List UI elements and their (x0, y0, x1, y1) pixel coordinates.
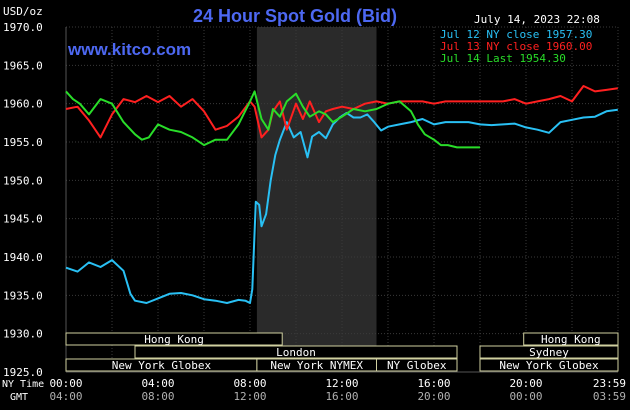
series-layer (65, 85, 618, 304)
timestamp: July 14, 2023 22:08 (474, 13, 600, 26)
nymex-shade (256, 27, 377, 372)
y-tick-label: 1970.0 (3, 21, 43, 34)
shade-layer (256, 27, 377, 372)
session-label: London (276, 346, 316, 359)
x-tick-label-ny: 20:00 (509, 377, 542, 390)
series-line-2 (65, 85, 618, 139)
session-label: NY Globex (387, 359, 447, 372)
series-line-3 (65, 90, 480, 149)
y-tick-label: 1935.0 (3, 289, 43, 302)
legend-entry-jul13: Jul 13 NY close 1960.00 (440, 40, 592, 53)
x-tick-label-gmt: 08:00 (141, 390, 174, 403)
x-tick-label-gmt: 16:00 (325, 390, 358, 403)
y-tick-label: 1950.0 (3, 174, 43, 187)
session-label: New York Globex (499, 359, 599, 372)
x-tick-label-gmt: 00:00 (509, 390, 542, 403)
y-tick-label: 1960.0 (3, 98, 43, 111)
session-label: Hong Kong (144, 333, 204, 346)
series-line-1 (65, 108, 618, 304)
chart-title: 24 Hour Spot Gold (Bid) (193, 6, 397, 26)
session-label: New York NYMEX (270, 359, 363, 372)
legend: Jul 12 NY close 1957.30 Jul 13 NY close … (440, 28, 592, 65)
y-tick-label: 1930.0 (3, 328, 43, 341)
session-label: New York Globex (112, 359, 212, 372)
legend-entry-jul14: Jul 14 Last 1954.30 (440, 52, 566, 65)
x-tick-label-gmt: 20:00 (417, 390, 450, 403)
x-tick-label-ny: 04:00 (141, 377, 174, 390)
x-tick-label-gmt: 12:00 (233, 390, 266, 403)
legend-entry-jul12: Jul 12 NY close 1957.30 (440, 28, 592, 41)
tick-layer: 1970.0 1965.0 1960.0 1955.0 1950.0 1945.0 1940… (3, 21, 626, 403)
y-tick-label: 1925.0 (3, 366, 43, 379)
x-tick-label-ny: 00:00 (49, 377, 82, 390)
x-tick-label-gmt: 03:59 (593, 390, 626, 403)
ny-time-row-label: NY Time (2, 379, 44, 390)
session-box (134, 345, 458, 359)
y-tick-label: 1965.0 (3, 59, 43, 72)
session-label: Hong Kong (541, 333, 601, 346)
y-tick-label: 1940.0 (3, 251, 43, 264)
session-box (376, 358, 458, 372)
session-box (479, 358, 619, 372)
website-watermark: www.kitco.com (67, 40, 191, 59)
y-axis-label: USD/oz (3, 5, 43, 18)
x-tick-label-ny: 12:00 (325, 377, 358, 390)
session-box (65, 332, 283, 346)
grid-layer (65, 26, 619, 373)
x-tick-label-ny: 23:59 (593, 377, 626, 390)
gmt-row-label: GMT (10, 392, 28, 403)
session-box (479, 345, 619, 359)
y-tick-label: 1945.0 (3, 213, 43, 226)
x-tick-label-gmt: 04:00 (49, 390, 82, 403)
y-tick-label: 1955.0 (3, 136, 43, 149)
session-label: Sydney (529, 346, 569, 359)
x-tick-label-ny: 16:00 (417, 377, 450, 390)
x-tick-label-ny: 08:00 (233, 377, 266, 390)
session-box (523, 332, 619, 346)
